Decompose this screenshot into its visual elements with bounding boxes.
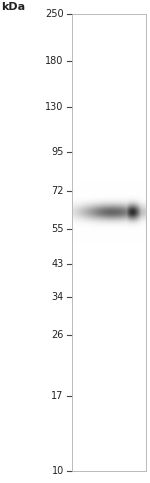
- Text: 34: 34: [51, 292, 64, 302]
- Text: 180: 180: [45, 56, 64, 66]
- Text: 10: 10: [51, 466, 64, 476]
- Text: 250: 250: [45, 10, 64, 19]
- Bar: [72, 14, 146, 471]
- Text: 72: 72: [51, 186, 64, 196]
- Text: 55: 55: [51, 224, 64, 234]
- Text: 43: 43: [51, 259, 64, 269]
- Text: 95: 95: [51, 147, 64, 156]
- Bar: [72, 14, 146, 471]
- Text: kDa: kDa: [2, 2, 26, 12]
- Text: 17: 17: [51, 391, 64, 401]
- Text: 26: 26: [51, 330, 64, 341]
- Text: 130: 130: [45, 102, 64, 112]
